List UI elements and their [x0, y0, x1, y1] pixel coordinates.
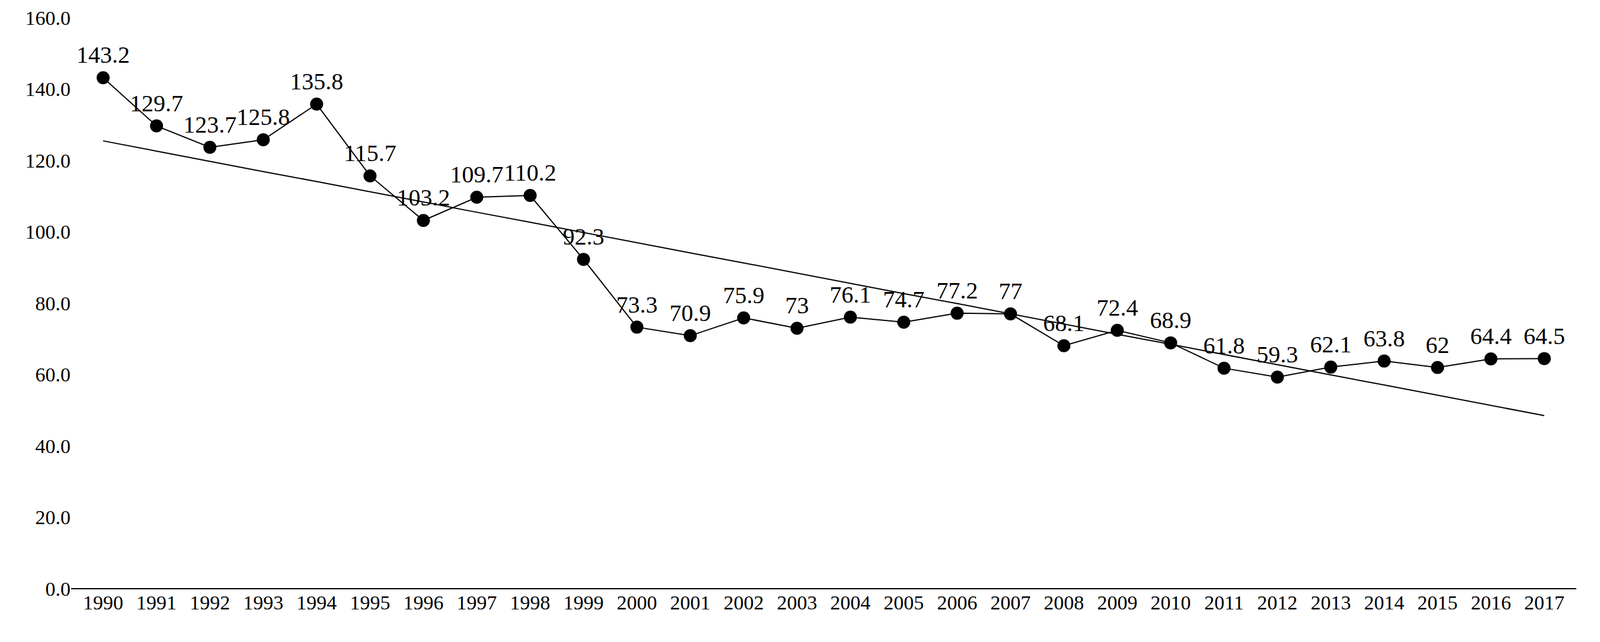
svg-text:0.0: 0.0 [45, 578, 72, 601]
svg-text:2012: 2012 [1257, 592, 1298, 614]
svg-text:76.1: 76.1 [829, 281, 872, 309]
svg-text:1997: 1997 [456, 592, 498, 614]
svg-text:1993: 1993 [242, 592, 284, 614]
svg-text:2005: 2005 [883, 592, 924, 614]
svg-text:59.3: 59.3 [1256, 341, 1299, 368]
svg-text:74.7: 74.7 [882, 286, 925, 313]
svg-text:103.2: 103.2 [396, 184, 450, 211]
svg-text:129.7: 129.7 [129, 90, 184, 117]
svg-text:20.0: 20.0 [35, 506, 72, 529]
svg-text:77.2: 77.2 [936, 277, 978, 304]
svg-text:140.0: 140.0 [25, 78, 72, 101]
svg-text:2015: 2015 [1417, 592, 1458, 614]
svg-text:2016: 2016 [1470, 592, 1512, 614]
svg-text:160.0: 160.0 [25, 7, 72, 30]
svg-text:72.4: 72.4 [1096, 294, 1138, 322]
svg-text:1991: 1991 [136, 592, 177, 614]
svg-text:1998: 1998 [510, 592, 551, 614]
svg-text:1990: 1990 [82, 592, 124, 614]
svg-text:2003: 2003 [776, 592, 818, 614]
svg-text:2007: 2007 [990, 592, 1031, 614]
svg-text:80.0: 80.0 [35, 292, 72, 315]
svg-text:61.8: 61.8 [1203, 332, 1246, 360]
svg-text:73.3: 73.3 [616, 291, 658, 319]
svg-text:2013: 2013 [1310, 592, 1352, 614]
svg-text:1999: 1999 [563, 592, 604, 614]
svg-text:2008: 2008 [1043, 592, 1084, 614]
svg-text:2006: 2006 [936, 592, 978, 614]
svg-text:2000: 2000 [616, 592, 658, 614]
svg-text:2010: 2010 [1150, 592, 1191, 614]
svg-text:2009: 2009 [1096, 592, 1138, 614]
svg-text:123.7: 123.7 [183, 111, 237, 139]
svg-text:64.4: 64.4 [1470, 322, 1512, 350]
svg-text:143.2: 143.2 [76, 41, 130, 69]
svg-text:60.0: 60.0 [35, 363, 72, 386]
svg-text:40.0: 40.0 [35, 435, 72, 458]
svg-text:62.1: 62.1 [1310, 331, 1352, 358]
svg-text:2004: 2004 [830, 592, 871, 614]
svg-text:77: 77 [998, 277, 1023, 305]
svg-text:1992: 1992 [189, 592, 230, 614]
svg-text:62: 62 [1425, 331, 1450, 359]
svg-text:64.5: 64.5 [1523, 322, 1566, 350]
svg-text:1995: 1995 [349, 592, 390, 614]
svg-text:63.8: 63.8 [1363, 325, 1406, 352]
svg-text:68.1: 68.1 [1042, 309, 1085, 337]
svg-text:2011: 2011 [1204, 592, 1244, 614]
svg-text:115.7: 115.7 [343, 139, 397, 167]
svg-text:73: 73 [785, 292, 809, 319]
svg-text:2014: 2014 [1364, 592, 1405, 614]
svg-text:1996: 1996 [402, 592, 444, 614]
svg-text:1994: 1994 [296, 592, 337, 614]
svg-text:120.0: 120.0 [25, 149, 72, 172]
svg-text:110.2: 110.2 [503, 159, 557, 187]
svg-text:70.9: 70.9 [669, 299, 712, 327]
svg-text:135.8: 135.8 [289, 68, 344, 95]
svg-text:2001: 2001 [670, 592, 711, 614]
svg-text:125.8: 125.8 [236, 103, 290, 131]
svg-text:68.9: 68.9 [1149, 306, 1192, 334]
svg-text:2002: 2002 [723, 592, 764, 614]
svg-text:109.7: 109.7 [450, 161, 504, 188]
svg-text:92.3: 92.3 [562, 223, 605, 251]
svg-text:75.9: 75.9 [722, 282, 765, 309]
svg-text:2017: 2017 [1524, 592, 1565, 614]
svg-text:100.0: 100.0 [25, 221, 72, 243]
